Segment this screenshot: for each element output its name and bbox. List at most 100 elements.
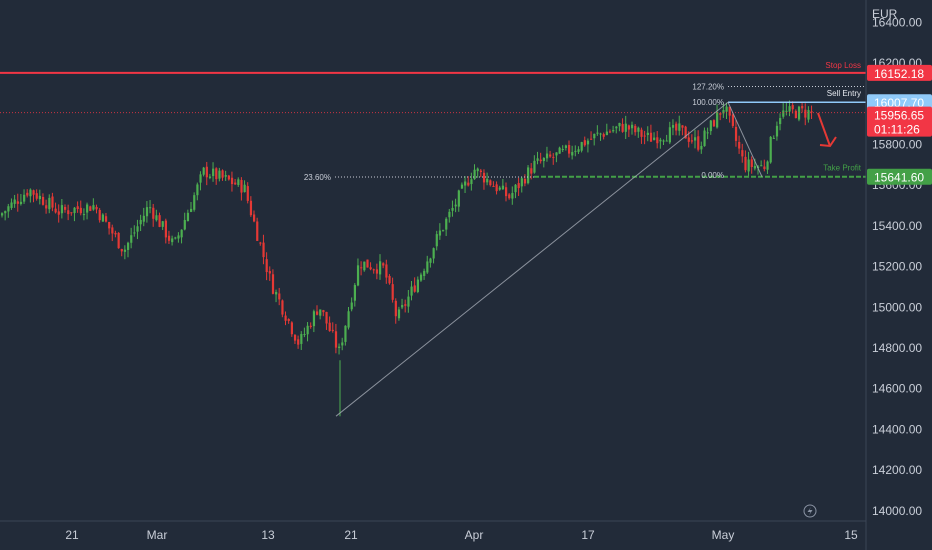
candle-body <box>344 325 347 342</box>
candle-body <box>186 212 190 222</box>
replay-icon[interactable] <box>803 504 817 518</box>
candle-body <box>95 206 98 210</box>
candle-body <box>139 219 142 225</box>
y-tick-label: 15200.00 <box>872 260 922 274</box>
candle-body <box>360 267 363 269</box>
candle-body <box>130 235 133 243</box>
candle-body <box>149 207 152 209</box>
candle-body <box>152 207 155 219</box>
candle-body <box>212 168 215 177</box>
candle-body <box>353 285 356 301</box>
candle-body <box>442 230 445 232</box>
candle-body <box>775 125 779 137</box>
candle-body <box>391 284 394 300</box>
candle-body <box>375 269 379 274</box>
candle-body <box>558 147 561 154</box>
candle-body <box>801 106 804 109</box>
candle-body <box>4 211 7 214</box>
y-tick-label: 14400.00 <box>872 422 922 436</box>
projection-arrow <box>817 112 831 147</box>
candle-body <box>495 184 498 192</box>
candle-body <box>256 221 259 241</box>
candle-body <box>810 111 813 113</box>
candle-body <box>16 201 19 204</box>
candle-body <box>734 126 738 141</box>
x-tick-label: 21 <box>344 528 358 542</box>
candle-body <box>158 215 161 227</box>
candle-body <box>227 175 230 180</box>
candle-body <box>763 166 766 170</box>
candle-body <box>706 132 709 134</box>
candle-body <box>712 120 716 127</box>
candle-body <box>120 249 123 252</box>
candle-body <box>92 205 95 210</box>
candle-body <box>287 319 290 321</box>
candle-body <box>379 261 382 275</box>
candle-body <box>561 149 564 151</box>
candle-body <box>19 201 23 205</box>
candle-body <box>432 248 435 259</box>
candle-body <box>278 293 281 300</box>
take-profit-label: Take Profit <box>823 164 862 173</box>
time-axis[interactable]: 21 Mar 13 21 Apr 17 May 15 <box>65 528 858 542</box>
candle-body <box>54 208 57 213</box>
candle-body <box>599 133 602 135</box>
candle-body <box>177 235 180 239</box>
candle-body <box>23 194 26 202</box>
candle-body <box>568 144 571 154</box>
candle-body <box>643 135 646 137</box>
candle-body <box>482 172 486 183</box>
candle-body <box>73 207 76 214</box>
fib-label: 23.60% <box>304 173 331 182</box>
candle-body <box>401 305 404 308</box>
candle-body <box>719 113 722 115</box>
candle-body <box>413 285 416 292</box>
price-axis[interactable]: 14000.00 14200.00 14400.00 14600.00 14800.00… <box>872 15 922 517</box>
candle-body <box>590 138 593 140</box>
candle-body <box>750 159 753 168</box>
candle-body <box>331 329 334 331</box>
candle-body <box>514 184 517 193</box>
stop-loss-tag <box>867 64 932 81</box>
candle-body <box>659 139 662 142</box>
x-tick-label: May <box>712 528 735 542</box>
candle-body <box>164 220 167 238</box>
candle-body <box>536 158 539 161</box>
candle-body <box>215 168 218 180</box>
candle-body <box>48 197 51 210</box>
candle-body <box>234 182 237 185</box>
candle-body <box>571 152 574 156</box>
candle-body <box>193 195 196 210</box>
candle-body <box>347 311 350 328</box>
x-tick-label: 13 <box>261 528 275 542</box>
candle-body <box>467 182 470 186</box>
candle-body <box>716 112 719 128</box>
y-tick-label: 15400.00 <box>872 219 922 233</box>
candle-body <box>445 218 448 230</box>
candle-body <box>675 123 678 131</box>
candle-body <box>325 311 328 324</box>
candle-body <box>202 167 205 175</box>
candle-body <box>199 174 202 183</box>
candle-body <box>79 207 82 214</box>
candle-body <box>709 120 712 132</box>
candle-body <box>722 110 725 114</box>
fib-label: 127.20% <box>692 82 724 91</box>
candle-body <box>684 126 687 139</box>
candle-body <box>703 130 706 147</box>
fib-label: 0.00% <box>701 171 724 180</box>
candle-body <box>640 129 643 137</box>
candle-body <box>794 110 797 119</box>
candle-body <box>338 346 341 349</box>
candle-body <box>328 322 331 332</box>
candle-body <box>760 165 763 167</box>
candle-body <box>492 186 495 188</box>
candle-body <box>668 127 671 143</box>
candle-body <box>64 207 67 210</box>
candle-body <box>101 214 104 222</box>
candle-body <box>76 206 79 210</box>
candle-body <box>262 242 265 258</box>
